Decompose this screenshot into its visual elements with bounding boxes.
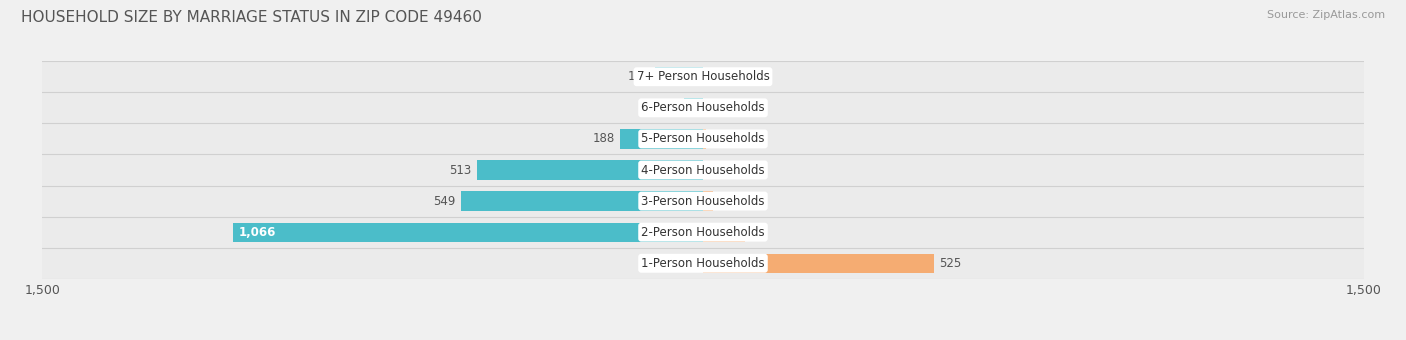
Text: HOUSEHOLD SIZE BY MARRIAGE STATUS IN ZIP CODE 49460: HOUSEHOLD SIZE BY MARRIAGE STATUS IN ZIP… bbox=[21, 10, 482, 25]
Bar bbox=[42, 123, 1364, 154]
Bar bbox=[42, 248, 1364, 279]
Bar bbox=[703, 191, 713, 211]
Text: Source: ZipAtlas.com: Source: ZipAtlas.com bbox=[1267, 10, 1385, 20]
Bar bbox=[42, 186, 1364, 217]
Text: 96: 96 bbox=[751, 226, 766, 239]
Text: 7+ Person Households: 7+ Person Households bbox=[637, 70, 769, 83]
Text: 1,066: 1,066 bbox=[239, 226, 276, 239]
Bar bbox=[42, 217, 1364, 248]
Text: 5-Person Households: 5-Person Households bbox=[641, 132, 765, 146]
Text: 1-Person Households: 1-Person Households bbox=[641, 257, 765, 270]
Bar bbox=[461, 191, 703, 211]
Bar bbox=[703, 254, 934, 273]
Text: 513: 513 bbox=[450, 164, 471, 176]
Text: 549: 549 bbox=[433, 194, 456, 208]
Text: 3-Person Households: 3-Person Households bbox=[641, 194, 765, 208]
Bar bbox=[42, 154, 1364, 186]
Text: 42: 42 bbox=[664, 101, 679, 114]
Bar bbox=[655, 67, 703, 86]
Text: 188: 188 bbox=[593, 132, 614, 146]
Text: 2-Person Households: 2-Person Households bbox=[641, 226, 765, 239]
Text: 0: 0 bbox=[709, 70, 716, 83]
Text: 0: 0 bbox=[709, 164, 716, 176]
Bar bbox=[620, 129, 703, 149]
Bar bbox=[477, 160, 703, 180]
Text: 525: 525 bbox=[939, 257, 962, 270]
Text: 0: 0 bbox=[709, 101, 716, 114]
Text: 7: 7 bbox=[711, 132, 718, 146]
Text: 22: 22 bbox=[718, 194, 733, 208]
Bar bbox=[703, 129, 706, 149]
Bar bbox=[42, 92, 1364, 123]
Text: 4-Person Households: 4-Person Households bbox=[641, 164, 765, 176]
Text: 6-Person Households: 6-Person Households bbox=[641, 101, 765, 114]
Text: 108: 108 bbox=[628, 70, 650, 83]
Bar bbox=[685, 98, 703, 117]
Bar bbox=[703, 223, 745, 242]
Bar bbox=[233, 223, 703, 242]
Bar bbox=[42, 61, 1364, 92]
